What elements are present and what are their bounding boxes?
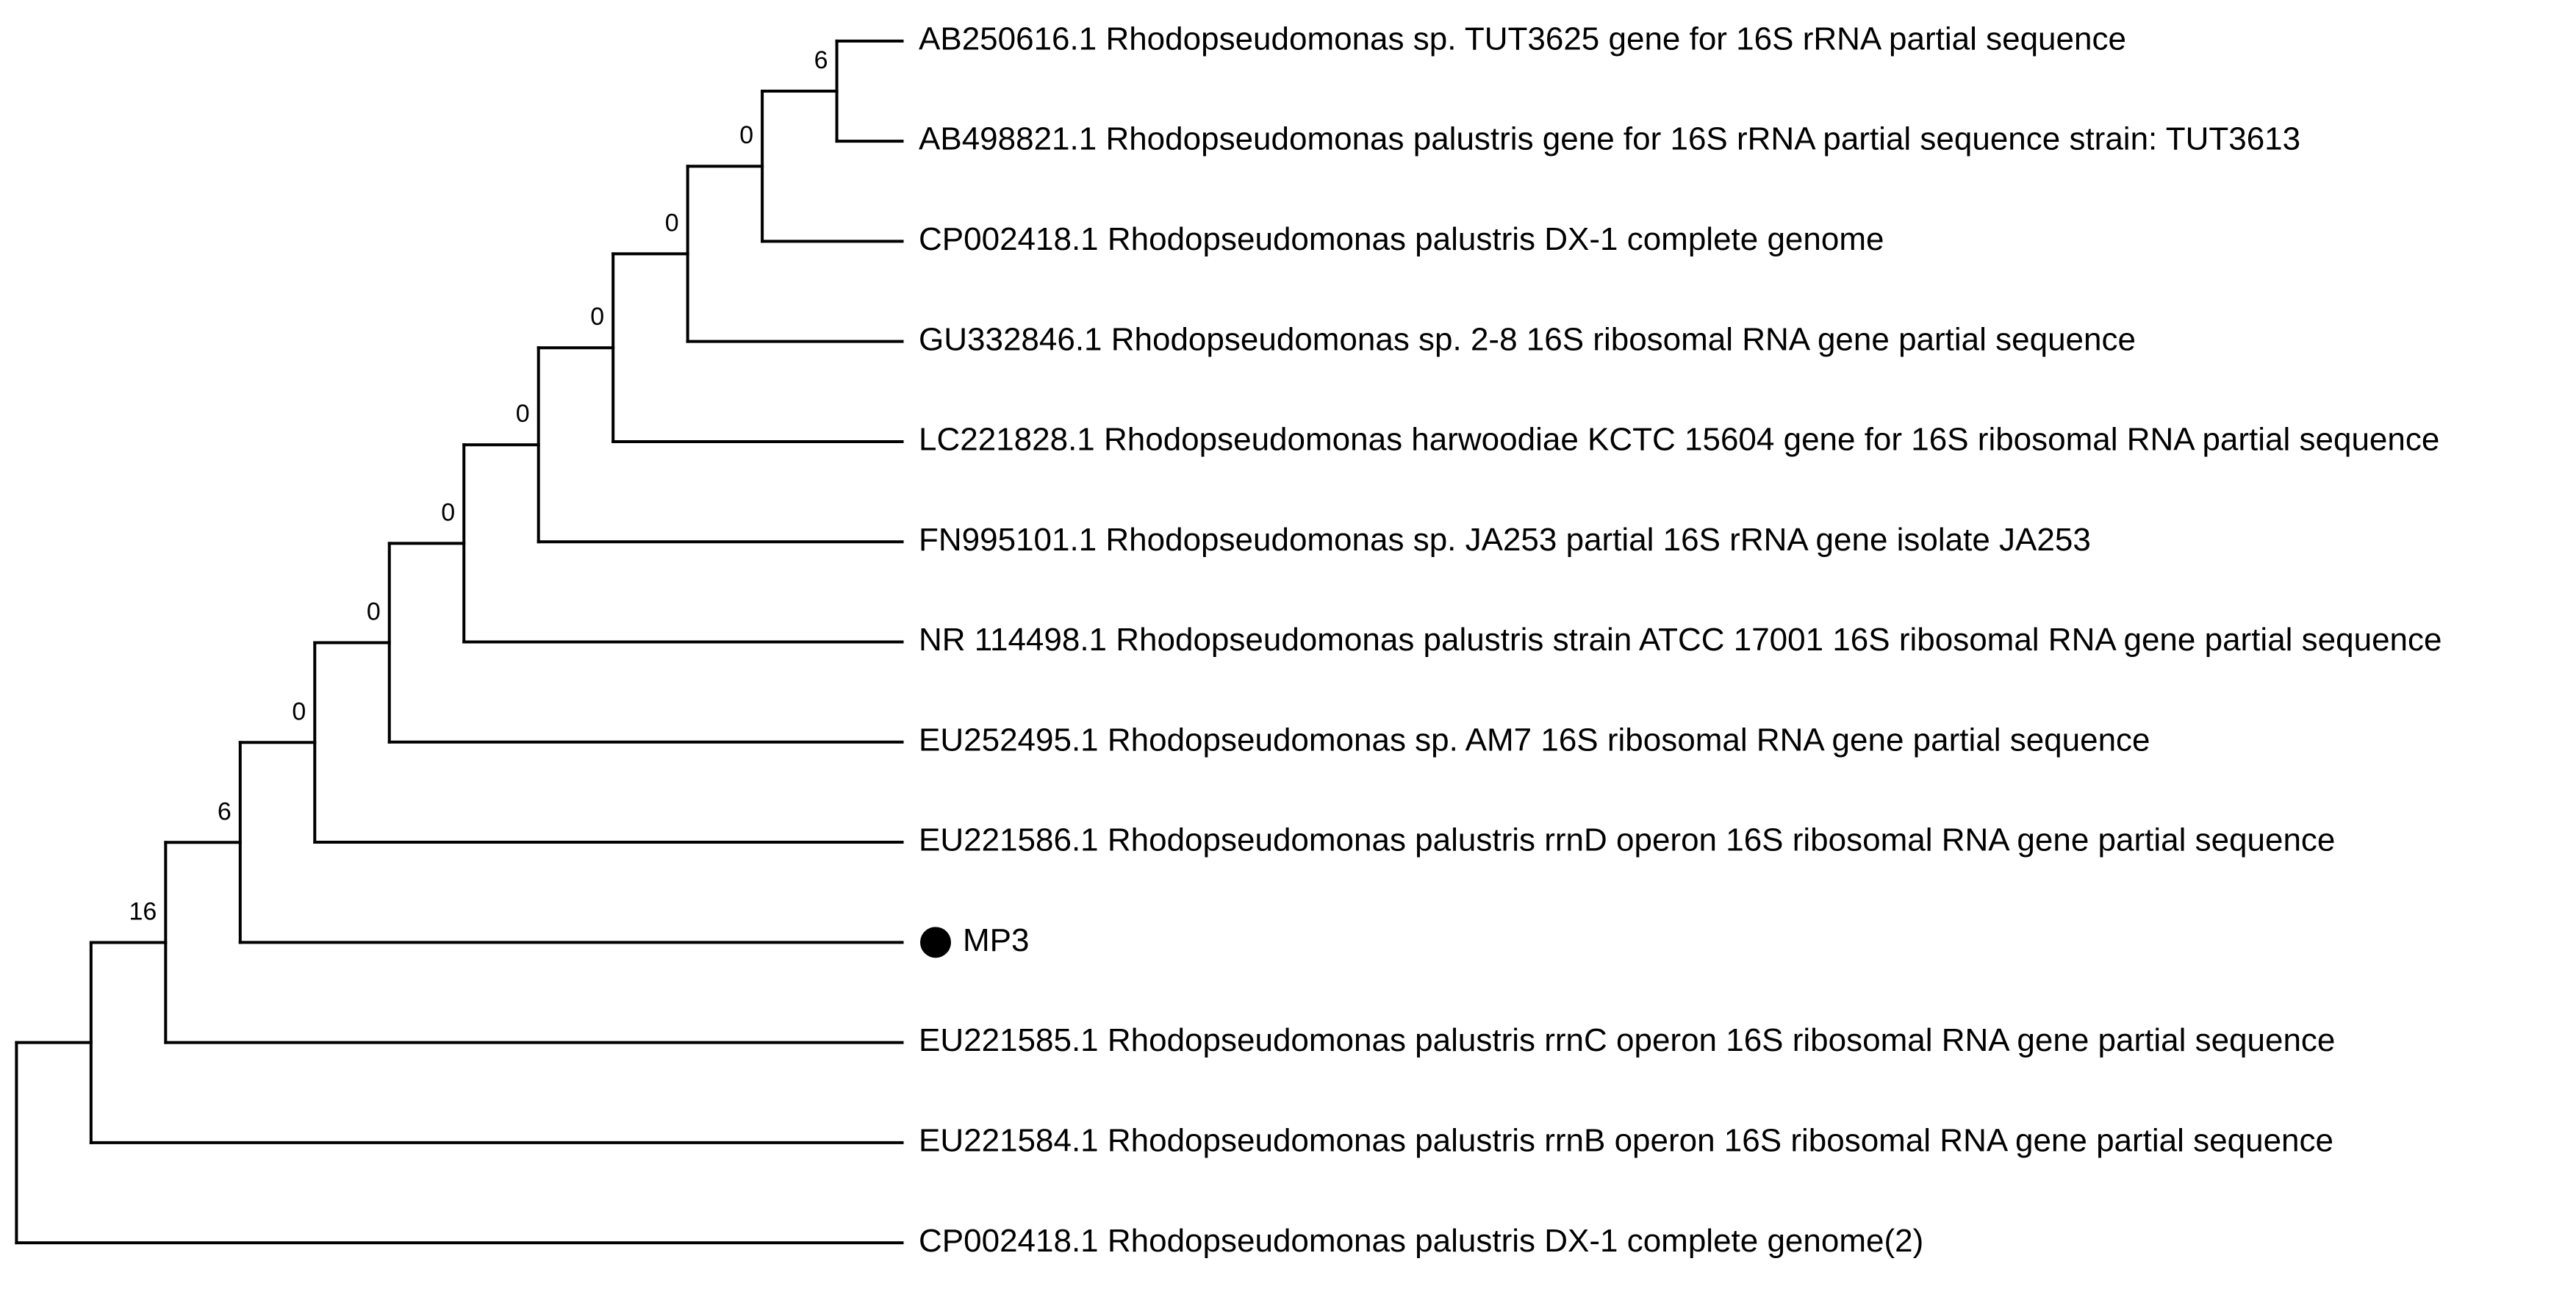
leaf-label: LC221828.1 Rhodopseudomonas harwoodiae K…	[919, 422, 2439, 458]
sample-marker	[920, 927, 951, 958]
support-value: 0	[292, 697, 306, 725]
leaf-label: EU221585.1 Rhodopseudomonas palustris rr…	[919, 1022, 2335, 1058]
leaf-label: FN995101.1 Rhodopseudomonas sp. JA253 pa…	[919, 522, 2091, 558]
leaf-label: EU221586.1 Rhodopseudomonas palustris rr…	[919, 822, 2335, 858]
support-value: 0	[590, 303, 604, 331]
leaf-label: CP002418.1 Rhodopseudomonas palustris DX…	[919, 221, 1884, 257]
support-value: 0	[441, 498, 455, 526]
support-value: 0	[665, 209, 679, 237]
leaf-label: MP3	[963, 922, 1029, 958]
leaf-label: NR 114498.1 Rhodopseudomonas palustris s…	[919, 622, 2442, 658]
leaf-label: EU252495.1 Rhodopseudomonas sp. AM7 16S …	[919, 722, 2150, 758]
leaf-label: EU221584.1 Rhodopseudomonas palustris rr…	[919, 1122, 2333, 1158]
leaf-label: AB250616.1 Rhodopseudomonas sp. TUT3625 …	[919, 21, 2126, 57]
support-value: 6	[218, 797, 232, 825]
support-value: 0	[367, 598, 381, 626]
support-value: 0	[739, 121, 753, 149]
leaf-label: AB498821.1 Rhodopseudomonas palustris ge…	[919, 121, 2300, 157]
support-value: 16	[129, 897, 157, 925]
leaf-label: GU332846.1 Rhodopseudomonas sp. 2-8 16S …	[919, 321, 2136, 357]
support-value: 0	[516, 400, 530, 428]
leaf-label: CP002418.1 Rhodopseudomonas palustris DX…	[919, 1223, 1923, 1259]
support-value: 6	[814, 46, 828, 74]
